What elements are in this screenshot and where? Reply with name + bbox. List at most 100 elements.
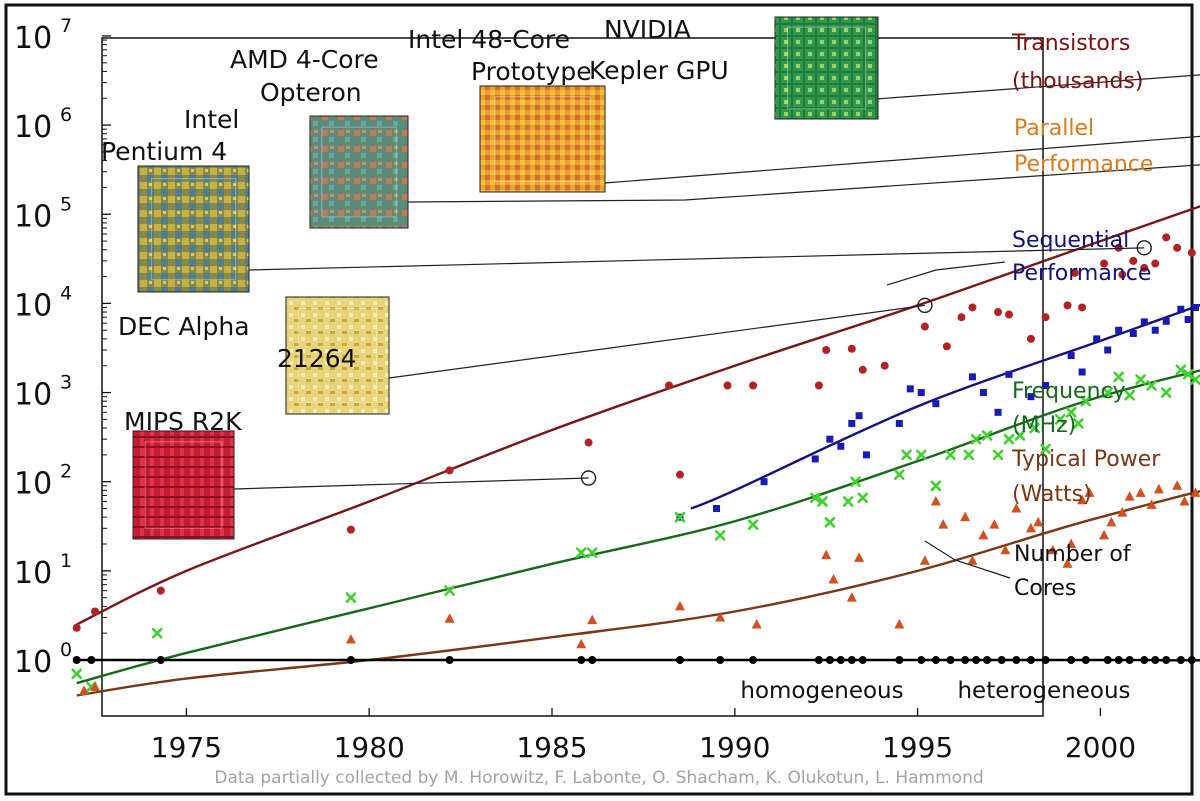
data-point-frequency-mhz bbox=[1182, 369, 1194, 380]
data-point-transistors-thousands bbox=[1100, 259, 1109, 268]
data-point-typical-power-watts bbox=[674, 600, 685, 611]
x-tick-label: 2000 bbox=[1065, 731, 1136, 764]
pentium-die-core-outline bbox=[150, 178, 237, 280]
data-point-transistors-thousands bbox=[942, 342, 951, 351]
data-point-frequency-mhz bbox=[1003, 433, 1015, 445]
data-point-transistors-thousands bbox=[968, 303, 977, 312]
series-label-transistors-thousands: (thousands) bbox=[1012, 69, 1143, 94]
pentium-die-icon bbox=[137, 165, 250, 293]
kepler-die-core-outline bbox=[786, 26, 867, 110]
data-point-transistors-thousands bbox=[920, 322, 929, 331]
data-point-typical-power-watts bbox=[1084, 487, 1095, 497]
data-point-sequential-performance bbox=[1005, 370, 1013, 378]
data-point-frequency-mhz bbox=[1102, 387, 1114, 398]
x-tick-label: 1975 bbox=[151, 731, 222, 764]
data-point-frequency-mhz bbox=[1146, 380, 1157, 391]
data-point-typical-power-watts bbox=[1062, 558, 1073, 568]
data-point-frequency-mhz bbox=[842, 496, 854, 507]
data-point-number-of-cores bbox=[1067, 656, 1076, 664]
data-point-transistors-thousands bbox=[858, 365, 867, 374]
annotation-label-intel-pentium-4: Pentium 4 bbox=[101, 137, 227, 166]
data-point-typical-power-watts bbox=[919, 555, 930, 565]
y-tick-label: 10 bbox=[14, 556, 52, 591]
data-point-transistors-thousands bbox=[723, 381, 732, 390]
data-point-sequential-performance bbox=[1115, 326, 1123, 334]
data-point-sequential-performance bbox=[906, 385, 914, 393]
trend-line-number-of-cores bbox=[76, 658, 1200, 662]
data-point-frequency-mhz bbox=[850, 476, 861, 487]
data-point-number-of-cores bbox=[847, 656, 856, 664]
data-point-typical-power-watts bbox=[587, 614, 598, 625]
data-point-frequency-mhz bbox=[1175, 364, 1187, 376]
data-point-transistors-thousands bbox=[91, 607, 99, 616]
data-point-sequential-performance bbox=[1191, 303, 1199, 311]
data-point-sequential-performance bbox=[1042, 381, 1050, 389]
data-point-transistors-thousands bbox=[664, 381, 673, 390]
data-point-transistors-thousands bbox=[1026, 334, 1035, 343]
alpha-die-icon bbox=[285, 296, 390, 415]
data-point-typical-power-watts bbox=[1033, 516, 1044, 527]
data-point-transistors-thousands bbox=[1005, 310, 1013, 319]
annotation-label-dec-alpha-21264: 21264 bbox=[277, 344, 357, 373]
data-source-caption: Data partially collected by M. Horowitz,… bbox=[214, 768, 983, 788]
data-point-typical-power-watts bbox=[894, 619, 905, 629]
data-point-transistors-thousands bbox=[1078, 303, 1087, 312]
data-point-number-of-cores bbox=[961, 656, 970, 664]
data-point-number-of-cores bbox=[814, 656, 823, 664]
y-tick-exponent: 6 bbox=[60, 104, 72, 126]
data-point-number-of-cores bbox=[1125, 656, 1134, 664]
highlight-ring-intel-pentium-4 bbox=[1136, 240, 1152, 256]
y-tick-exponent: 0 bbox=[60, 639, 72, 661]
y-tick-label: 10 bbox=[14, 199, 52, 234]
data-point-frequency-mhz bbox=[1054, 414, 1066, 425]
series-label-transistors-thousands: Transistors bbox=[1011, 31, 1130, 56]
data-point-transistors-thousands bbox=[1041, 313, 1050, 322]
data-point-number-of-cores bbox=[972, 656, 981, 664]
data-point-sequential-performance bbox=[713, 505, 721, 513]
data-point-transistors-thousands bbox=[1129, 256, 1138, 265]
series-label-sequential-performance: Sequential bbox=[1012, 228, 1129, 253]
y-tick-label: 10 bbox=[14, 288, 52, 323]
data-point-sequential-performance bbox=[932, 400, 940, 408]
x-tick-label: 1990 bbox=[699, 731, 770, 764]
data-point-frequency-mhz bbox=[1190, 374, 1200, 385]
data-point-number-of-cores bbox=[997, 656, 1006, 664]
data-point-number-of-cores bbox=[1176, 656, 1185, 664]
data-point-sequential-performance bbox=[811, 455, 819, 463]
leader-line-dec-alpha-21264 bbox=[388, 304, 925, 379]
data-point-frequency-mhz bbox=[857, 492, 869, 504]
region-label-homogeneous: homogeneous bbox=[740, 678, 903, 704]
data-point-frequency-mhz bbox=[1040, 443, 1051, 455]
data-point-frequency-mhz bbox=[444, 585, 455, 596]
x-tick-label: 1995 bbox=[882, 731, 953, 764]
intel48-die-icon bbox=[479, 85, 606, 193]
series-label-number-of-cores: Cores bbox=[1014, 576, 1076, 601]
data-point-number-of-cores bbox=[1151, 656, 1160, 664]
series-label-number-of-cores: Number of bbox=[1014, 542, 1132, 567]
data-point-transistors-thousands bbox=[1140, 263, 1149, 272]
data-point-transistors-thousands bbox=[1162, 233, 1171, 242]
data-point-frequency-mhz bbox=[981, 430, 993, 441]
data-point-typical-power-watts bbox=[1077, 494, 1088, 505]
data-point-sequential-performance bbox=[837, 442, 845, 450]
data-point-typical-power-watts bbox=[846, 592, 857, 602]
data-point-number-of-cores bbox=[825, 656, 834, 664]
y-tick-exponent: 2 bbox=[60, 461, 72, 483]
annotation-label-amd-4-core-opteron: AMD 4-Core bbox=[230, 45, 379, 74]
data-point-frequency-mhz bbox=[674, 511, 686, 523]
data-point-number-of-cores bbox=[946, 656, 955, 664]
highlight-ring-mips-r2k bbox=[580, 470, 597, 486]
data-point-number-of-cores bbox=[1081, 656, 1090, 664]
data-point-frequency-mhz bbox=[1113, 371, 1124, 383]
data-point-number-of-cores bbox=[346, 656, 355, 664]
data-point-typical-power-watts bbox=[1190, 487, 1200, 497]
data-point-sequential-performance bbox=[855, 412, 863, 420]
region-label-heterogeneous: heterogeneous bbox=[957, 678, 1130, 704]
y-tick-exponent: 4 bbox=[60, 282, 72, 304]
data-point-typical-power-watts bbox=[1066, 538, 1077, 549]
data-point-number-of-cores bbox=[895, 656, 904, 664]
data-point-sequential-performance bbox=[1067, 352, 1075, 360]
data-point-number-of-cores bbox=[577, 656, 586, 664]
data-point-sequential-performance bbox=[1162, 317, 1170, 325]
data-point-typical-power-watts bbox=[90, 681, 100, 691]
